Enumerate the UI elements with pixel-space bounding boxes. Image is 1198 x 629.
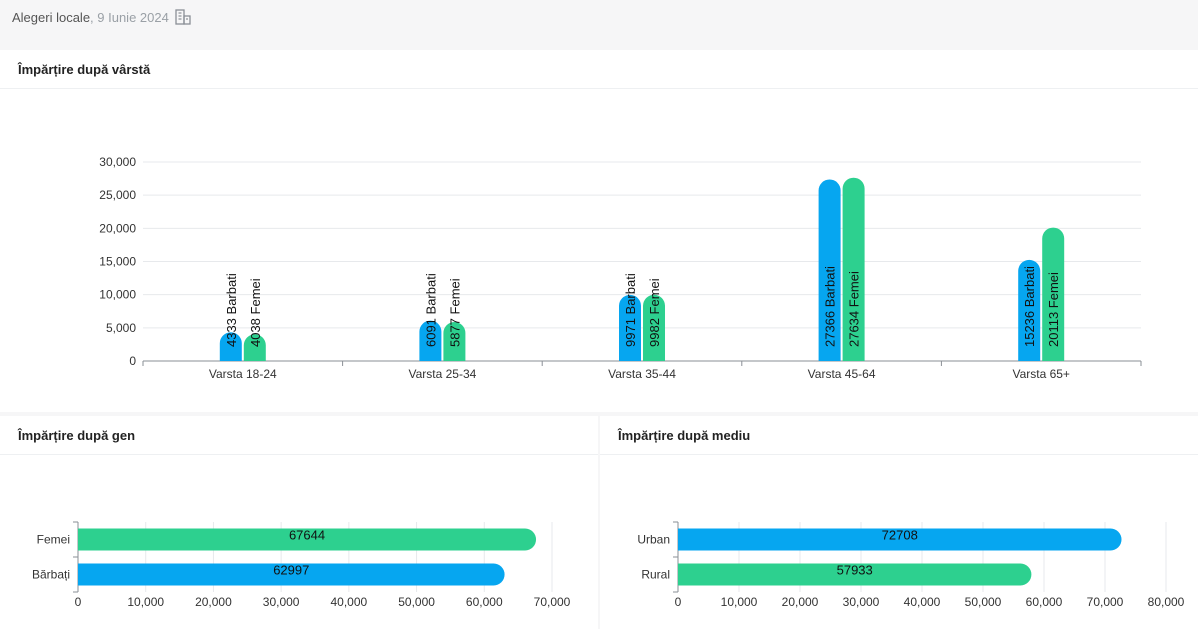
x-tick-label: 30,000 [843,595,880,609]
election-date: , 9 Iunie 2024 [90,9,169,25]
x-tick-label: Varsta 35-44 [608,367,676,381]
bar-femei [643,294,665,361]
y-tick-label: Femei [37,533,70,547]
gender-panel: Împărțire după gen 0 10,000 20,000 30,000 40… [0,416,598,629]
data-label: 67644 [289,528,325,543]
x-tick-label: 20,000 [195,595,232,609]
bar-femei [243,334,266,361]
y-tick-label: Urban [637,533,670,547]
x-tick-label: 10,000 [721,595,758,609]
y-tick-label: 5,000 [106,321,136,335]
bar-femei [78,528,537,551]
x-tick-label: 80,000 [1148,595,1185,609]
age-panel: Împărțire după vârstă 0 5,000 10,000 15,000… [0,50,1198,412]
y-tick-label: 0 [129,354,136,368]
x-tick-label: 60,000 [1026,595,1063,609]
age-panel-title: Împărțire după vârstă [0,50,1198,89]
y-tick-label: 10,000 [99,288,136,302]
x-tick-label: 40,000 [904,595,941,609]
x-tick-label: Varsta 25-34 [408,367,476,381]
x-tick-label: 60,000 [466,595,503,609]
data-label: 9971 Barbati [623,273,638,347]
x-tick-label: 10,000 [127,595,164,609]
x-tick-label: 70,000 [1087,595,1124,609]
bar-barbati [219,332,242,361]
y-tick-label: 30,000 [99,155,136,169]
data-label: 6091 Barbati [423,273,438,347]
environment-panel-title: Împărțire după mediu [600,416,1198,455]
x-tick-label: 0 [75,595,82,609]
gender-bar-chart: 0 10,000 20,000 30,000 40,000 50,000 60,000 70,… [32,521,571,609]
data-label: 57933 [837,563,873,578]
data-label: 62997 [273,563,309,578]
x-tick-label: 50,000 [965,595,1002,609]
y-tick-label: Rural [641,568,670,582]
bar-barbati [1018,259,1041,361]
y-tick-label: 15,000 [99,255,136,269]
x-tick-label: 30,000 [263,595,300,609]
x-tick-label: Varsta 45-64 [808,367,876,381]
x-tick-label: 50,000 [398,595,435,609]
bar-barbati [619,294,641,361]
x-tick-label: Varsta 65+ [1012,367,1069,381]
building-icon[interactable] [174,8,192,26]
bar-urban [678,528,1122,551]
gender-panel-title: Împărțire după gen [0,416,598,455]
data-label: 72708 [882,528,918,543]
bar-bărbați [78,563,505,586]
data-label: 4038 Femei [248,278,263,347]
bar-rural [678,563,1032,586]
age-bar-chart: 0 5,000 10,000 15,000 20,000 25,000 30,000 Vars… [99,155,1142,381]
data-label: 27634 Femei [847,271,862,347]
y-tick-label: Bărbați [32,568,70,582]
bar-barbati [419,320,442,361]
x-tick-label: 70,000 [534,595,571,609]
data-label: 5877 Femei [447,278,462,347]
x-tick-label: Varsta 18-24 [209,367,277,381]
x-tick-label: 0 [675,595,682,609]
bar-femei [842,177,865,361]
bar-femei [1042,227,1065,361]
election-title: Alegeri locale [12,9,91,25]
data-label: 15236 Barbati [1022,266,1037,347]
x-tick-label: 20,000 [782,595,819,609]
environment-panel: Împărțire după mediu 0 10,000 20,000 30,000… [600,416,1198,629]
data-label: 27366 Barbati [823,266,838,347]
bar-femei [443,322,466,361]
data-label: 9982 Femei [647,278,662,347]
bar-barbati [818,179,841,361]
y-tick-label: 20,000 [99,221,136,235]
environment-bar-chart: 0 10,000 20,000 30,000 40,000 50,000 60,000 70,… [637,521,1185,609]
data-label: 4333 Barbati [224,273,239,347]
x-tick-label: 40,000 [331,595,368,609]
y-tick-label: 25,000 [99,188,136,202]
page-header: Alegeri locale , 9 Iunie 2024 [12,6,192,28]
data-label: 20113 Femei [1046,272,1061,347]
